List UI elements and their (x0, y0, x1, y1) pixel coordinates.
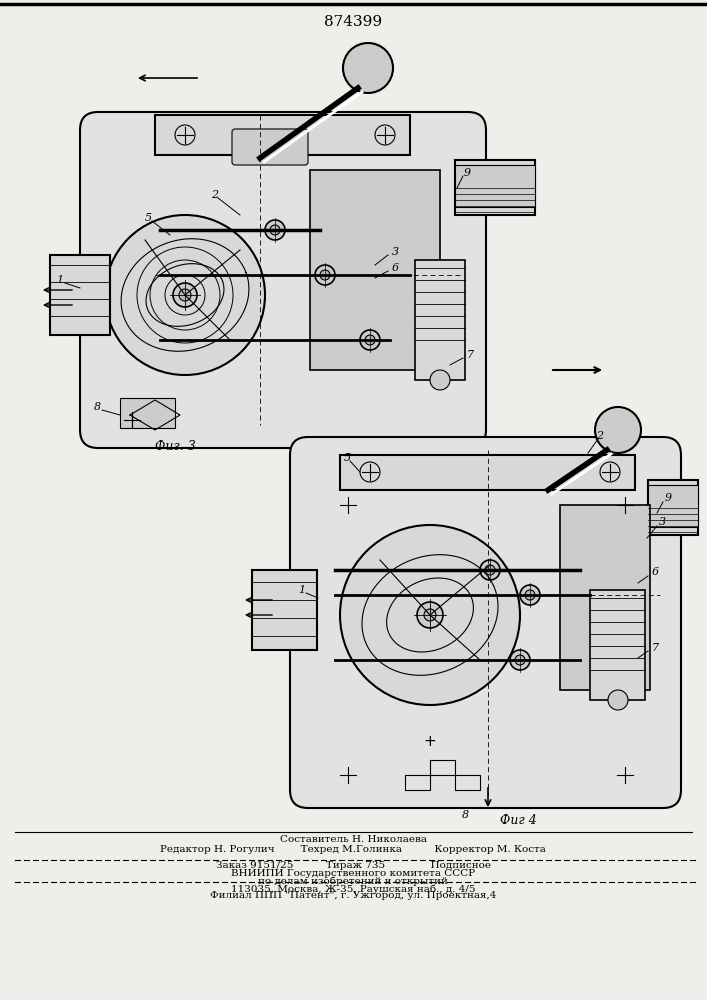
Text: 6: 6 (392, 263, 399, 273)
Text: 6: 6 (651, 567, 658, 577)
Text: 3: 3 (658, 517, 665, 527)
Text: по делам изобретений и открытий: по делам изобретений и открытий (258, 876, 448, 886)
Bar (648, 485, 698, 527)
Circle shape (179, 289, 191, 301)
Text: 8: 8 (93, 402, 100, 412)
Bar (648, 480, 698, 535)
Text: 2: 2 (597, 431, 604, 441)
Circle shape (340, 525, 520, 705)
Text: 3: 3 (392, 247, 399, 257)
Circle shape (480, 560, 500, 580)
Text: 5: 5 (344, 453, 351, 463)
Text: 9: 9 (463, 168, 471, 178)
Text: 8: 8 (462, 810, 469, 820)
Text: Заказ 9151/25          Тираж 735              Подписное: Заказ 9151/25 Тираж 735 Подписное (216, 860, 491, 869)
Text: +: + (423, 734, 436, 750)
Bar (155, 115, 410, 155)
Bar (50, 255, 110, 335)
Text: Фиг 4: Фиг 4 (500, 814, 537, 826)
Circle shape (424, 609, 436, 621)
Circle shape (485, 565, 495, 575)
Text: Редактор Н. Рогулич        Техред М.Голинка          Корректор М. Коста: Редактор Н. Рогулич Техред М.Голинка Кор… (160, 844, 546, 854)
Text: ВНИИПИ Государственного комитета СССР: ВНИИПИ Государственного комитета СССР (231, 868, 475, 878)
Bar (310, 170, 440, 370)
Bar (120, 398, 175, 428)
Circle shape (173, 283, 197, 307)
Text: Филиал ППП "Патент", г. Ужгород, ул. Проектная,4: Филиал ППП "Патент", г. Ужгород, ул. Про… (210, 892, 496, 900)
Bar (560, 505, 650, 690)
Circle shape (105, 215, 265, 375)
FancyBboxPatch shape (290, 437, 681, 808)
Circle shape (520, 585, 540, 605)
Bar (455, 160, 535, 215)
Circle shape (360, 330, 380, 350)
Text: 7: 7 (467, 350, 474, 360)
Text: 113035, Москва, Ж-35, Раушская наб., д. 4/5: 113035, Москва, Ж-35, Раушская наб., д. … (230, 884, 475, 894)
Text: 7: 7 (651, 643, 658, 653)
Circle shape (510, 650, 530, 670)
Text: 1: 1 (298, 585, 305, 595)
Text: 1: 1 (57, 275, 64, 285)
Circle shape (343, 43, 393, 93)
Circle shape (365, 335, 375, 345)
Circle shape (525, 590, 535, 600)
Text: Фиг. 3: Фиг. 3 (155, 440, 196, 454)
Circle shape (315, 265, 335, 285)
Circle shape (270, 225, 280, 235)
FancyBboxPatch shape (80, 112, 486, 448)
Text: 874399: 874399 (324, 15, 382, 29)
Text: Составитель Н. Николаева: Составитель Н. Николаева (279, 836, 426, 844)
Circle shape (430, 370, 450, 390)
Circle shape (595, 407, 641, 453)
Circle shape (417, 602, 443, 628)
Circle shape (608, 690, 628, 710)
Bar (340, 455, 635, 490)
Text: 9: 9 (665, 493, 672, 503)
Circle shape (265, 220, 285, 240)
Bar (415, 260, 465, 380)
Text: 5: 5 (144, 213, 151, 223)
Circle shape (515, 655, 525, 665)
Bar (455, 165, 535, 207)
Circle shape (320, 270, 330, 280)
Bar (590, 590, 645, 700)
Bar (252, 570, 317, 650)
FancyBboxPatch shape (232, 129, 308, 165)
Text: 2: 2 (211, 190, 218, 200)
